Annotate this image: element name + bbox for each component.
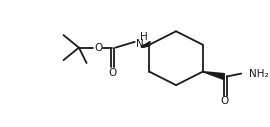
Text: O: O xyxy=(94,43,102,53)
Text: O: O xyxy=(221,97,229,107)
Text: O: O xyxy=(109,68,117,78)
Text: N: N xyxy=(136,39,143,49)
Polygon shape xyxy=(203,72,225,79)
Text: H: H xyxy=(140,32,148,42)
Text: NH₂: NH₂ xyxy=(249,69,268,79)
